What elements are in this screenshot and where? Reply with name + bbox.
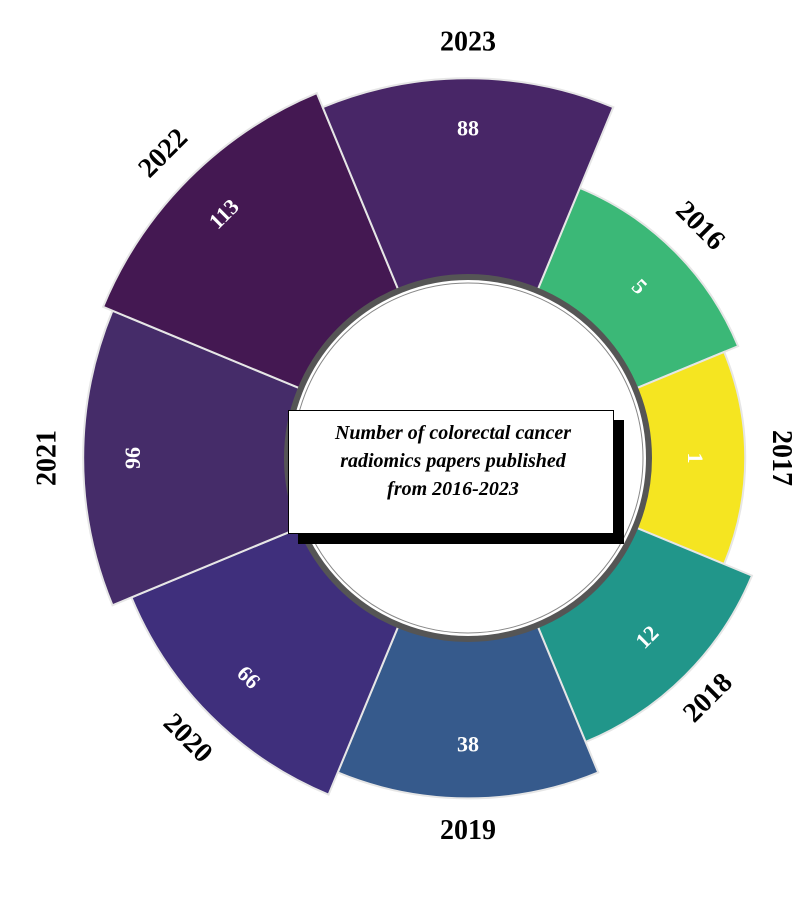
year-label-2019: 2019 xyxy=(440,815,496,846)
value-label-2019: 38 xyxy=(457,731,479,756)
value-label-2021: 96 xyxy=(120,447,145,469)
year-label-2017: 2017 xyxy=(766,430,797,486)
chart-title: Number of colorectal cancer radiomics pa… xyxy=(334,422,572,500)
chart-title-box: Number of colorectal cancer radiomics pa… xyxy=(288,410,614,534)
year-label-2022: 2022 xyxy=(132,122,194,184)
year-label-2018: 2018 xyxy=(677,667,739,729)
year-label-2021: 2021 xyxy=(32,430,63,486)
value-label-2017: 1 xyxy=(683,453,708,464)
year-label-2023: 2023 xyxy=(440,27,496,58)
value-label-2023: 88 xyxy=(457,115,479,140)
year-label-2020: 2020 xyxy=(157,707,219,769)
year-label-2016: 2016 xyxy=(669,195,731,257)
